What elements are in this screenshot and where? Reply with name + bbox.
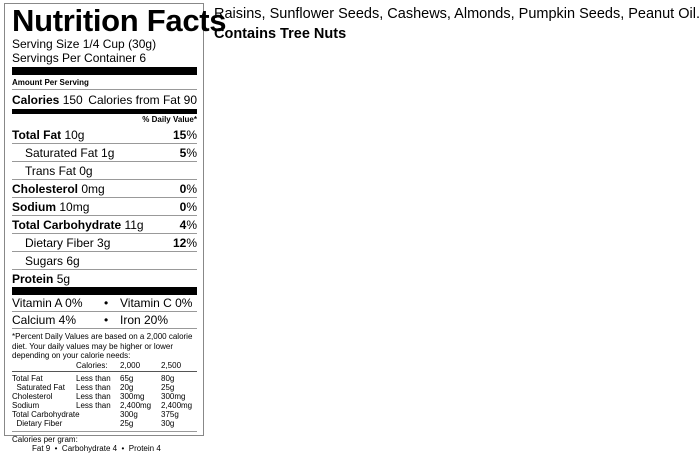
nutrient-row: Total Fat 10g 15%	[12, 126, 197, 143]
divider-thick	[12, 67, 197, 75]
vitamin-row: Vitamin A 0% • Vitamin C 0%	[12, 295, 197, 311]
bullet: •	[104, 313, 109, 327]
label-title: Nutrition Facts	[12, 3, 227, 38]
footnote-text: *Percent Daily Values are based on a 2,0…	[12, 332, 193, 360]
divider-medium	[12, 109, 197, 114]
table-row: Cholesterol Less than 300mg 300mg	[12, 391, 186, 401]
calories-per-gram: Calories per gram: Fat 9 • Carbohydrate …	[12, 430, 197, 454]
table-row: Total Fat Less than 65g 80g	[12, 373, 175, 383]
servings-per-container: Servings Per Container 6	[12, 51, 147, 65]
nutrient-name: Sugars 6g	[25, 253, 80, 268]
nutrient-name: Total Fat 10g	[12, 127, 85, 142]
allergen-statement: Contains Tree Nuts	[214, 26, 347, 42]
vitamin-left: Calcium 4%	[12, 313, 77, 327]
nutrient-row: Sugars 6g	[12, 251, 197, 269]
table-row: Saturated Fat Less than 20g 25g	[12, 382, 175, 392]
vitamin-right: Vitamin C 0%	[120, 296, 193, 310]
nutrient-name: Total Carbohydrate 11g	[12, 217, 144, 232]
calories-value: 150	[62, 92, 83, 107]
calories-row: Calories 150 Calories from Fat 90	[12, 89, 197, 109]
nutrient-name: Trans Fat 0g	[25, 163, 93, 178]
divider-thick	[12, 287, 197, 295]
nutrient-name: Dietary Fiber 3g	[25, 235, 111, 250]
table-header: Calories: 2,000 2,500	[12, 360, 197, 372]
table-row: Sodium Less than 2,400mg 2,400mg	[12, 400, 193, 410]
nutrient-name: Protein 5g	[12, 271, 71, 286]
bullet: •	[104, 296, 109, 310]
nutrient-daily-value: 12%	[172, 235, 197, 250]
nutrient-row: Sodium 10mg 0%	[12, 197, 197, 215]
nutrient-row: Trans Fat 0g	[12, 161, 197, 179]
table-row: Dietary Fiber 25g 30g	[12, 418, 175, 428]
ingredients-text: Raisins, Sunflower Seeds, Cashews, Almon…	[214, 6, 700, 22]
calories-per-gram-values: Fat 9 • Carbohydrate 4 • Protein 4	[32, 444, 161, 453]
nutrient-daily-value: 0%	[179, 181, 197, 196]
amount-per-serving: Amount Per Serving	[12, 78, 89, 87]
nutrient-row: Saturated Fat 1g 5%	[12, 143, 197, 161]
vitamin-list: Vitamin A 0% • Vitamin C 0% Calcium 4% • Iron…	[12, 295, 197, 328]
nutrient-name: Cholesterol 0mg	[12, 181, 105, 196]
daily-values-table: Calories: 2,000 2,500 Total Fat Less than 65…	[12, 360, 197, 428]
nutrient-row: Cholesterol 0mg 0%	[12, 179, 197, 197]
nutrient-daily-value: 0%	[179, 199, 197, 214]
nutrient-daily-value: 5%	[179, 145, 197, 160]
nutrient-row: Dietary Fiber 3g 12%	[12, 233, 197, 251]
vitamin-right: Iron 20%	[120, 313, 169, 327]
calories-label: Calories	[12, 92, 60, 107]
nutrition-facts-label: Nutrition Facts Serving Size 1/4 Cup (30…	[4, 3, 227, 453]
nutrient-name: Saturated Fat 1g	[25, 145, 115, 160]
footnote: *Percent Daily Values are based on a 2,0…	[12, 328, 197, 428]
daily-value-header: % Daily Value*	[142, 115, 197, 124]
calories-per-gram-label: Calories per gram:	[12, 434, 78, 444]
nutrient-name: Sodium 10mg	[12, 199, 90, 214]
vitamin-left: Vitamin A 0%	[12, 296, 83, 310]
nutrient-list: Total Fat 10g 15% Saturated Fat 1g 5% Trans …	[12, 126, 197, 287]
serving-size: Serving Size 1/4 Cup (30g)	[12, 37, 157, 51]
table-row: Total Carbohydrate 300g 375g	[12, 409, 179, 419]
nutrient-daily-value: 15%	[172, 127, 197, 142]
calories-from-fat: Calories from Fat 90	[88, 92, 197, 107]
nutrient-daily-value: 4%	[179, 217, 197, 232]
nutrient-row: Protein 5g	[12, 269, 197, 287]
vitamin-row: Calcium 4% • Iron 20%	[12, 311, 197, 328]
nutrient-row: Total Carbohydrate 11g 4%	[12, 215, 197, 233]
